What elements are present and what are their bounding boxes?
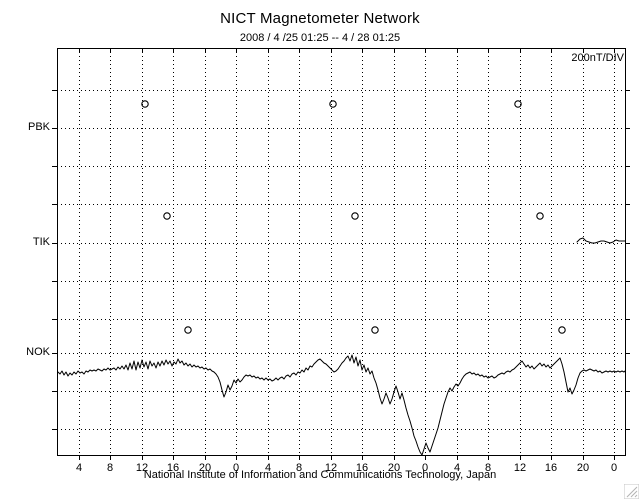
data-marker-tik <box>536 212 544 220</box>
plot-frame-rect <box>57 48 626 456</box>
series-nok <box>57 326 626 456</box>
page-title: NICT Magnetometer Network <box>220 10 420 27</box>
x-axis-tick-label: 8 <box>295 462 303 474</box>
x-axis-tick-label: 4 <box>75 462 83 474</box>
series-pbk <box>141 100 522 108</box>
scale-per-division-label: 200nT/DIV <box>571 52 624 64</box>
data-marker-nok <box>371 326 379 334</box>
x-axis-tick-label: 4 <box>264 462 272 474</box>
plot-frame <box>57 48 626 456</box>
x-axis-tick-label: 12 <box>324 462 338 474</box>
y-axis-station-label-nok: NOK <box>26 346 50 358</box>
x-axis-tick-label: 16 <box>544 462 558 474</box>
x-axis-tick-label: 0 <box>232 462 240 474</box>
x-axis-tick-label: 4 <box>453 462 461 474</box>
x-axis-tick-label: 16 <box>355 462 369 474</box>
x-axis-tick-label: 16 <box>166 462 180 474</box>
resize-grip-icon[interactable] <box>624 484 639 499</box>
data-marker-tik <box>163 212 171 220</box>
trace-line-nok <box>57 354 626 456</box>
x-axis-tick-label: 0 <box>610 462 618 474</box>
x-axis-tick-label: 12 <box>135 462 149 474</box>
x-axis-tick-label: 8 <box>106 462 114 474</box>
data-marker-nok <box>184 326 192 334</box>
plot-subtitle-timerange: 2008 / 4 /25 01:25 -- 4 / 28 01:25 <box>239 32 401 44</box>
data-marker-nok <box>558 326 566 334</box>
trace-line-tik <box>576 237 626 244</box>
x-axis-tick-label: 0 <box>421 462 429 474</box>
grid-layer <box>57 48 625 455</box>
x-axis-tick-label: 12 <box>513 462 527 474</box>
data-marker-pbk <box>514 100 522 108</box>
axis-ticks <box>52 48 630 460</box>
data-series-layer <box>57 100 626 456</box>
y-axis-station-label-tik: TIK <box>32 236 50 248</box>
y-axis-station-label-pbk: PBK <box>27 121 50 133</box>
footer-attribution: National Institute of Information and Co… <box>143 469 497 481</box>
series-tik <box>163 212 626 244</box>
data-marker-pbk <box>329 100 337 108</box>
data-marker-pbk <box>141 100 149 108</box>
x-axis-tick-label: 20 <box>576 462 590 474</box>
x-axis-tick-label: 20 <box>198 462 212 474</box>
data-marker-tik <box>351 212 359 220</box>
x-axis-tick-label: 20 <box>387 462 401 474</box>
x-axis-tick-label: 8 <box>484 462 492 474</box>
